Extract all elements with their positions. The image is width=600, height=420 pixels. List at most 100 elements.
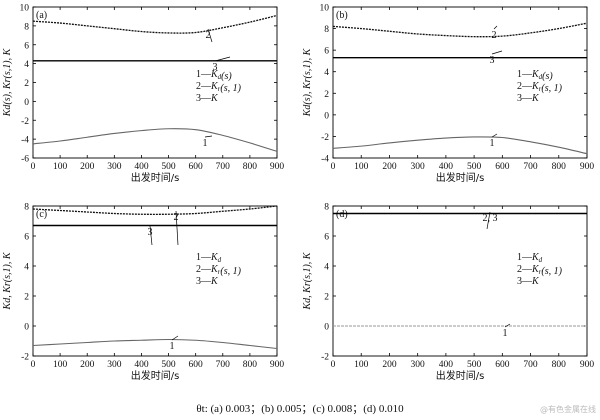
figure-caption: θt: (a) 0.003；(b) 0.005；(c) 0.008；(d) 0.… — [196, 403, 404, 415]
x-tick-label: 800 — [243, 360, 258, 370]
x-tick-label: 800 — [243, 162, 258, 172]
x-tick-label: 400 — [134, 162, 149, 172]
y-tick-label: -2 — [321, 353, 329, 363]
x-tick-label: 700 — [216, 162, 231, 172]
x-tick-label: 500 — [467, 162, 482, 172]
curve-label-leader — [486, 211, 491, 230]
y-tick-label: 0 — [324, 323, 329, 333]
panel-label: (d) — [336, 209, 348, 220]
x-tick-label: 200 — [382, 162, 397, 172]
y-tick-label: 10 — [320, 4, 330, 14]
panel-label: (b) — [336, 10, 348, 21]
curve-label: 2 — [174, 212, 179, 223]
y-tick-label: 6 — [24, 41, 29, 51]
legend-entry: 1—Kd(s) — [517, 69, 553, 82]
x-tick-label: 600 — [189, 162, 204, 172]
chart-panel-c: 0 100 200 300 400 500 600 700 800 900-202468出发时间/… — [2, 203, 284, 383]
x-tick-label: 200 — [80, 360, 95, 370]
x-axis-label: 出发时间/s — [131, 369, 180, 382]
curve-label-leader — [491, 133, 498, 138]
y-tick-label: 2 — [324, 293, 329, 303]
panel-label: (a) — [36, 10, 47, 21]
x-tick-label: 800 — [552, 162, 567, 172]
y-tick-label: 6 — [324, 47, 329, 57]
y-axis-label: Kd(s), Kr(s,1), K — [2, 47, 13, 117]
x-axis-label: 出发时间/s — [131, 171, 180, 184]
x-tick-label: 500 — [161, 162, 176, 172]
y-axis-label: Kd, Kr(s,1), K — [2, 251, 13, 310]
x-tick-label: 400 — [439, 162, 454, 172]
curve-label-leader — [493, 25, 498, 30]
x-tick-label: 800 — [552, 360, 567, 370]
x-axis-label: 出发时间/s — [436, 369, 485, 382]
x-tick-label: 900 — [580, 162, 595, 172]
x-tick-label: 600 — [495, 162, 510, 172]
x-tick-label: 0 — [31, 162, 36, 172]
x-tick-label: 900 — [270, 360, 285, 370]
series-line-2 — [32, 14, 278, 34]
x-tick-label: 200 — [80, 162, 95, 172]
x-tick-label: 200 — [382, 360, 397, 370]
y-tick-label: -2 — [321, 133, 329, 143]
x-tick-label: 500 — [161, 360, 176, 370]
x-tick-label: 400 — [439, 360, 454, 370]
series-line-1 — [32, 128, 278, 152]
plot-frame — [332, 6, 588, 159]
x-tick-label: 700 — [523, 162, 538, 172]
x-tick-label: 700 — [216, 360, 231, 370]
y-tick-label: 2 — [324, 90, 329, 100]
legend-entry: 1—Kd — [517, 252, 543, 264]
x-tick-label: 900 — [270, 162, 285, 172]
legend-entry: 3—K — [517, 93, 540, 104]
curve-label: 2, 3 — [483, 213, 498, 224]
curve-label: 1 — [203, 138, 208, 149]
panel-label: (c) — [36, 209, 47, 220]
curve-label: 1 — [170, 341, 175, 352]
y-tick-label: -6 — [21, 155, 29, 165]
y-tick-label: 0 — [324, 111, 329, 121]
curve-label: 2 — [492, 30, 497, 41]
y-tick-label: 4 — [324, 68, 329, 78]
curve-label: 1 — [490, 138, 495, 149]
y-tick-label: 10 — [20, 4, 30, 14]
y-tick-label: 4 — [24, 60, 29, 70]
curve-label-leader — [214, 56, 231, 62]
y-tick-label: 6 — [324, 233, 329, 243]
curve-label: 3 — [148, 227, 153, 238]
y-tick-label: 4 — [24, 263, 29, 273]
legend-entry: 3—K — [196, 93, 219, 104]
curve-label: 3 — [213, 62, 218, 73]
y-tick-label: 0 — [24, 323, 29, 333]
x-tick-label: 700 — [523, 360, 538, 370]
y-tick-label: 4 — [324, 263, 329, 273]
legend-entry: 2—Kr(s, 1) — [517, 81, 563, 94]
curve-label: 2 — [206, 30, 211, 41]
x-tick-label: 300 — [107, 162, 122, 172]
curve-label-leader — [491, 50, 503, 55]
watermark-text: @有色金属在线 — [540, 404, 596, 414]
legend-entry: 2—Kr(s, 1) — [196, 81, 242, 94]
chart-panel-b: 0 100 200 300 400 500 600 700 800 900 -4 -2 0 2 4 6 8 10 出… — [302, 4, 594, 185]
plot-frame — [332, 205, 588, 357]
y-tick-label: 8 — [24, 22, 29, 32]
y-tick-label: 8 — [24, 203, 29, 213]
x-tick-label: 400 — [134, 360, 149, 370]
curve-label-leader — [504, 323, 511, 328]
x-tick-label: 300 — [411, 360, 426, 370]
y-tick-label: -2 — [21, 353, 29, 363]
x-tick-label: 0 — [331, 162, 336, 172]
curve-label-leader — [204, 135, 213, 138]
chart-panel-a: 0 100 200 300 400 500 600 700 800 900 -6 -4 -2 0 2 4 6 8 1… — [2, 4, 284, 185]
series-line-1 — [332, 136, 588, 155]
y-tick-label: 6 — [24, 233, 29, 243]
legend-entry: 1—Kd(s) — [196, 69, 232, 82]
x-tick-label: 0 — [31, 360, 36, 370]
y-tick-label: 2 — [24, 293, 29, 303]
x-tick-label: 100 — [53, 162, 68, 172]
x-tick-label: 100 — [53, 360, 68, 370]
y-tick-label: 8 — [324, 203, 329, 213]
y-axis-label: Kd, Kr(s,1), K — [302, 251, 313, 310]
legend-entry: 3—K — [517, 276, 540, 287]
y-axis-label: Kd(s), Kr(s,1), K — [302, 47, 313, 117]
